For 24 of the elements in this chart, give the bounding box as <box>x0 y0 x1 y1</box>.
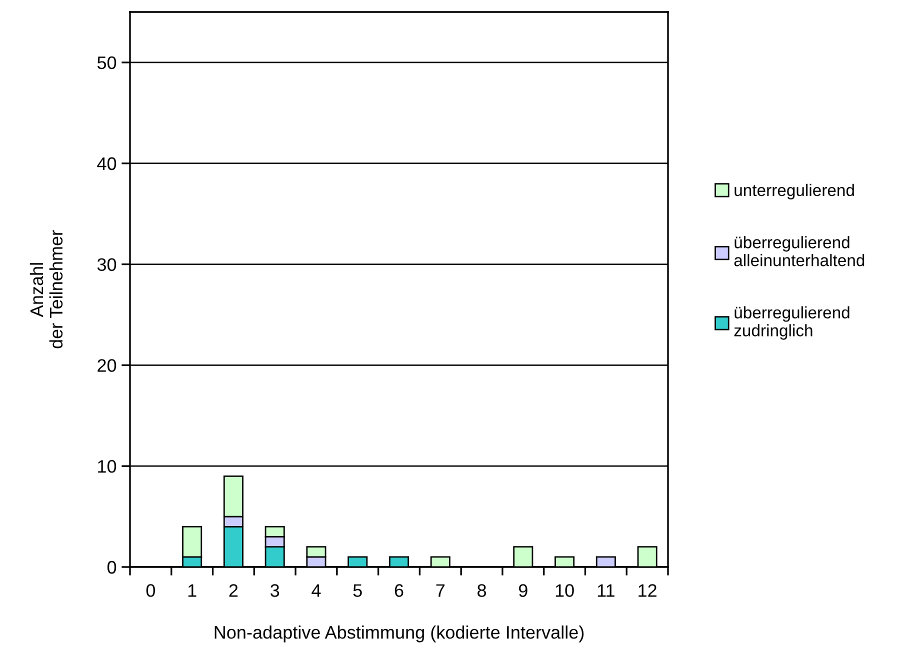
y-tick-label: 20 <box>98 359 116 372</box>
x-tick-label: 11 <box>598 584 614 597</box>
x-tick-label: 1 <box>188 584 196 597</box>
x-tick-label: 3 <box>270 584 280 597</box>
x-tick-label: 10 <box>556 584 574 597</box>
y-tick-label: 50 <box>97 56 116 70</box>
x-tick-label: 6 <box>394 584 404 597</box>
y-tick-label: 10 <box>98 460 116 473</box>
legend-label: unterregulierend <box>734 184 854 200</box>
legend-label: überregulierend zudringlich <box>734 306 850 340</box>
y-tick-label: 0 <box>107 560 116 574</box>
x-tick-label: 9 <box>518 584 528 597</box>
x-tick-label: 12 <box>638 584 656 597</box>
x-tick-label: 0 <box>146 584 156 597</box>
x-tick-label: 5 <box>353 584 362 597</box>
x-axis-title: Non-adaptive Abstimmung (kodierte Intervalle) <box>214 626 584 642</box>
y-tick-label: 40 <box>97 157 116 170</box>
x-tick-label: 7 <box>436 584 444 597</box>
x-tick-label: 8 <box>478 584 486 597</box>
y-axis-title: Anzahl der Teilnehmer <box>30 230 63 348</box>
x-tick-label: 2 <box>229 584 238 597</box>
legend-label: überregulierend alleinunterhaltend <box>734 236 864 266</box>
x-tick-label: 4 <box>312 584 321 597</box>
y-tick-label: 30 <box>97 258 116 271</box>
